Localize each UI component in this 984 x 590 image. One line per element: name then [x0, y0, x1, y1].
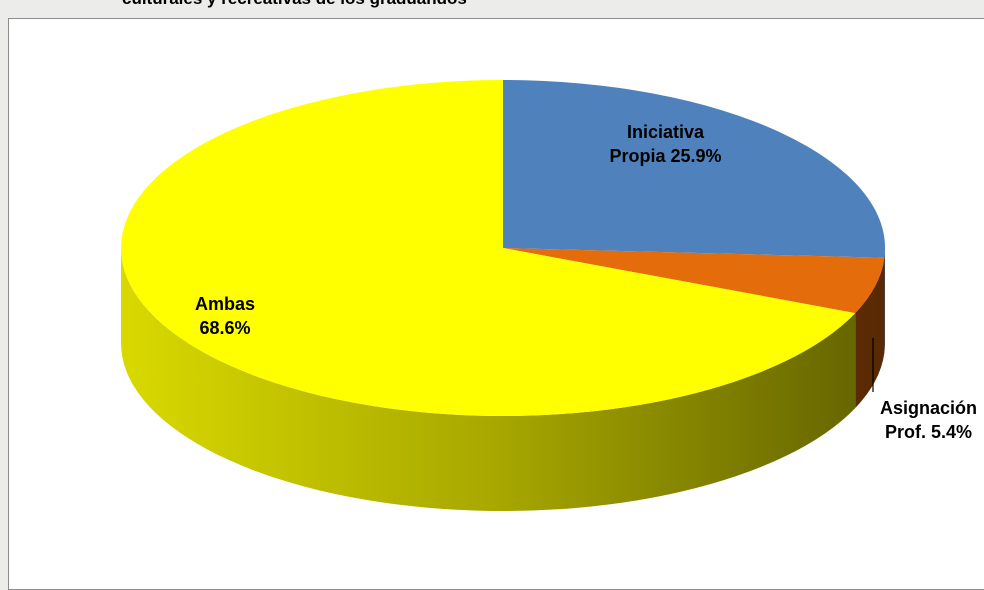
slice-side [120, 248, 856, 512]
value-label: 68.6% [199, 318, 251, 338]
category-label: Ambas [194, 294, 256, 314]
slice-side [855, 257, 885, 409]
value-label: 25.9% [670, 146, 722, 166]
slice [503, 80, 886, 258]
slice-label: Iniciativa Propia 25.9% [598, 120, 733, 168]
slice [503, 248, 885, 314]
slice-side [884, 248, 886, 353]
slice-label: Asignación Prof. 5.4% [861, 396, 984, 444]
slice-label: Ambas 68.6% [185, 292, 265, 340]
category-label: Iniciativa Propia [609, 122, 705, 166]
category-label: Asignación Prof. [879, 398, 977, 442]
value-label: 5.4% [931, 422, 973, 442]
chart-title: culturales y recreativas de los graduand… [122, 0, 467, 9]
slice [121, 80, 856, 416]
